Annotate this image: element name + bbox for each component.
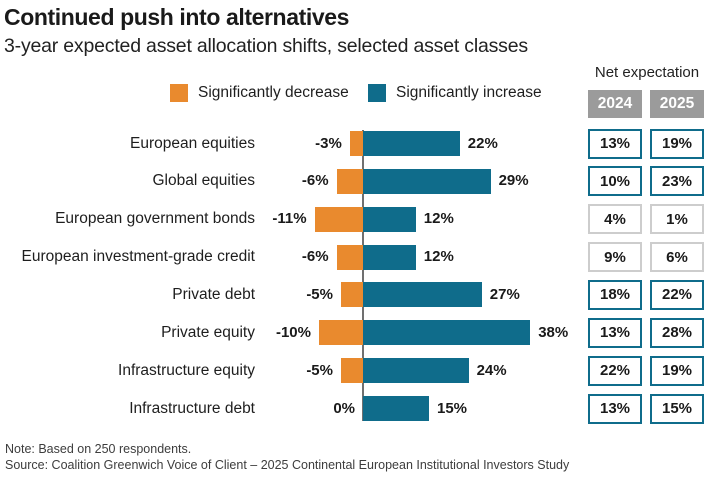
chart-title: Continued push into alternatives — [4, 4, 350, 30]
increase-legend-swatch — [368, 84, 386, 102]
increase-value-label: 12% — [423, 210, 454, 228]
chart-row: Infrastructure equity -5% 24% 22% 19% — [0, 352, 720, 390]
net-2025-box: 23% — [650, 166, 704, 197]
category-label: Private debt — [172, 285, 255, 303]
net-expectation-label: Net expectation — [594, 64, 700, 81]
column-header-2024: 2024 — [588, 90, 642, 118]
chart-row: Private equity -10% 38% 13% 28% — [0, 314, 720, 352]
decrease-value-label: -10% — [275, 323, 311, 341]
category-label: European government bonds — [55, 210, 255, 228]
increase-value-label: 27% — [489, 285, 520, 303]
increase-bar — [363, 358, 469, 384]
net-2025-box: 15% — [650, 393, 704, 424]
increase-value-label: 29% — [498, 172, 529, 190]
net-2024-box: 22% — [588, 355, 642, 386]
category-label: Infrastructure debt — [129, 399, 255, 417]
category-label: European investment-grade credit — [21, 248, 256, 266]
column-header-2025: 2025 — [650, 90, 704, 118]
net-2024-box: 18% — [588, 279, 642, 310]
decrease-value-label: -11% — [272, 210, 307, 228]
chart-row: European equities -3% 22% 13% 19% — [0, 125, 720, 163]
increase-legend-label: Significantly increase — [396, 84, 542, 101]
increase-value-label: 22% — [467, 134, 498, 152]
category-label: European equities — [130, 134, 255, 152]
increase-bar — [363, 320, 531, 346]
net-2024-box: 9% — [588, 242, 642, 273]
decrease-value-label: -6% — [301, 172, 329, 190]
footer-source: Source: Coalition Greenwich Voice of Cli… — [5, 458, 570, 472]
net-2025-box: 22% — [650, 279, 704, 310]
chart-row: Infrastructure debt 0% 15% 13% 15% — [0, 390, 720, 428]
net-2025-box: 28% — [650, 317, 704, 348]
net-2024-box: 13% — [588, 393, 642, 424]
decrease-bar — [341, 358, 363, 384]
increase-bar — [363, 282, 482, 308]
net-2024-box: 10% — [588, 166, 642, 197]
decrease-value-label: -5% — [306, 361, 333, 379]
footer-note: Note: Based on 250 respondents. — [5, 442, 192, 456]
decrease-bar — [336, 168, 363, 194]
decrease-value-label: -3% — [315, 134, 342, 152]
decrease-value-label: -5% — [306, 285, 333, 303]
chart-row: Private debt -5% 27% 18% 22% — [0, 276, 720, 314]
decrease-bar — [314, 206, 363, 232]
increase-bar — [363, 396, 429, 422]
category-label: Private equity — [161, 323, 255, 341]
decrease-value-label: 0% — [333, 399, 355, 417]
zero-axis-line — [362, 130, 364, 421]
net-2024-box: 13% — [588, 317, 642, 348]
decrease-value-label: -6% — [301, 248, 329, 266]
increase-value-label: 12% — [423, 248, 454, 266]
decrease-legend-swatch — [170, 84, 188, 102]
increase-bar — [363, 244, 416, 270]
increase-value-label: 38% — [538, 323, 569, 341]
net-2024-box: 4% — [588, 204, 642, 235]
net-2025-box: 19% — [650, 355, 704, 386]
chart-row: Global equities -6% 29% 10% 23% — [0, 162, 720, 200]
decrease-legend-label: Significantly decrease — [198, 84, 349, 101]
increase-bar — [363, 168, 491, 194]
category-label: Infrastructure equity — [118, 361, 255, 379]
decrease-bar — [349, 131, 363, 156]
decrease-bar — [319, 320, 363, 346]
increase-bar — [363, 131, 460, 156]
increase-bar — [363, 206, 416, 232]
chart-row: European investment-grade credit -6% 12% 9%… — [0, 238, 720, 276]
category-label: Global equities — [152, 172, 255, 190]
net-2024-box: 13% — [588, 128, 642, 159]
net-2025-box: 1% — [650, 204, 704, 235]
increase-value-label: 15% — [437, 399, 468, 417]
increase-value-label: 24% — [476, 361, 507, 379]
decrease-bar — [336, 244, 363, 270]
net-2025-box: 6% — [650, 242, 704, 273]
decrease-bar — [341, 282, 363, 308]
chart-subtitle: 3-year expected asset allocation shifts,… — [4, 35, 528, 57]
chart-row: European government bonds -11% 12% 4% 1% — [0, 200, 720, 238]
net-2025-box: 19% — [650, 128, 704, 159]
